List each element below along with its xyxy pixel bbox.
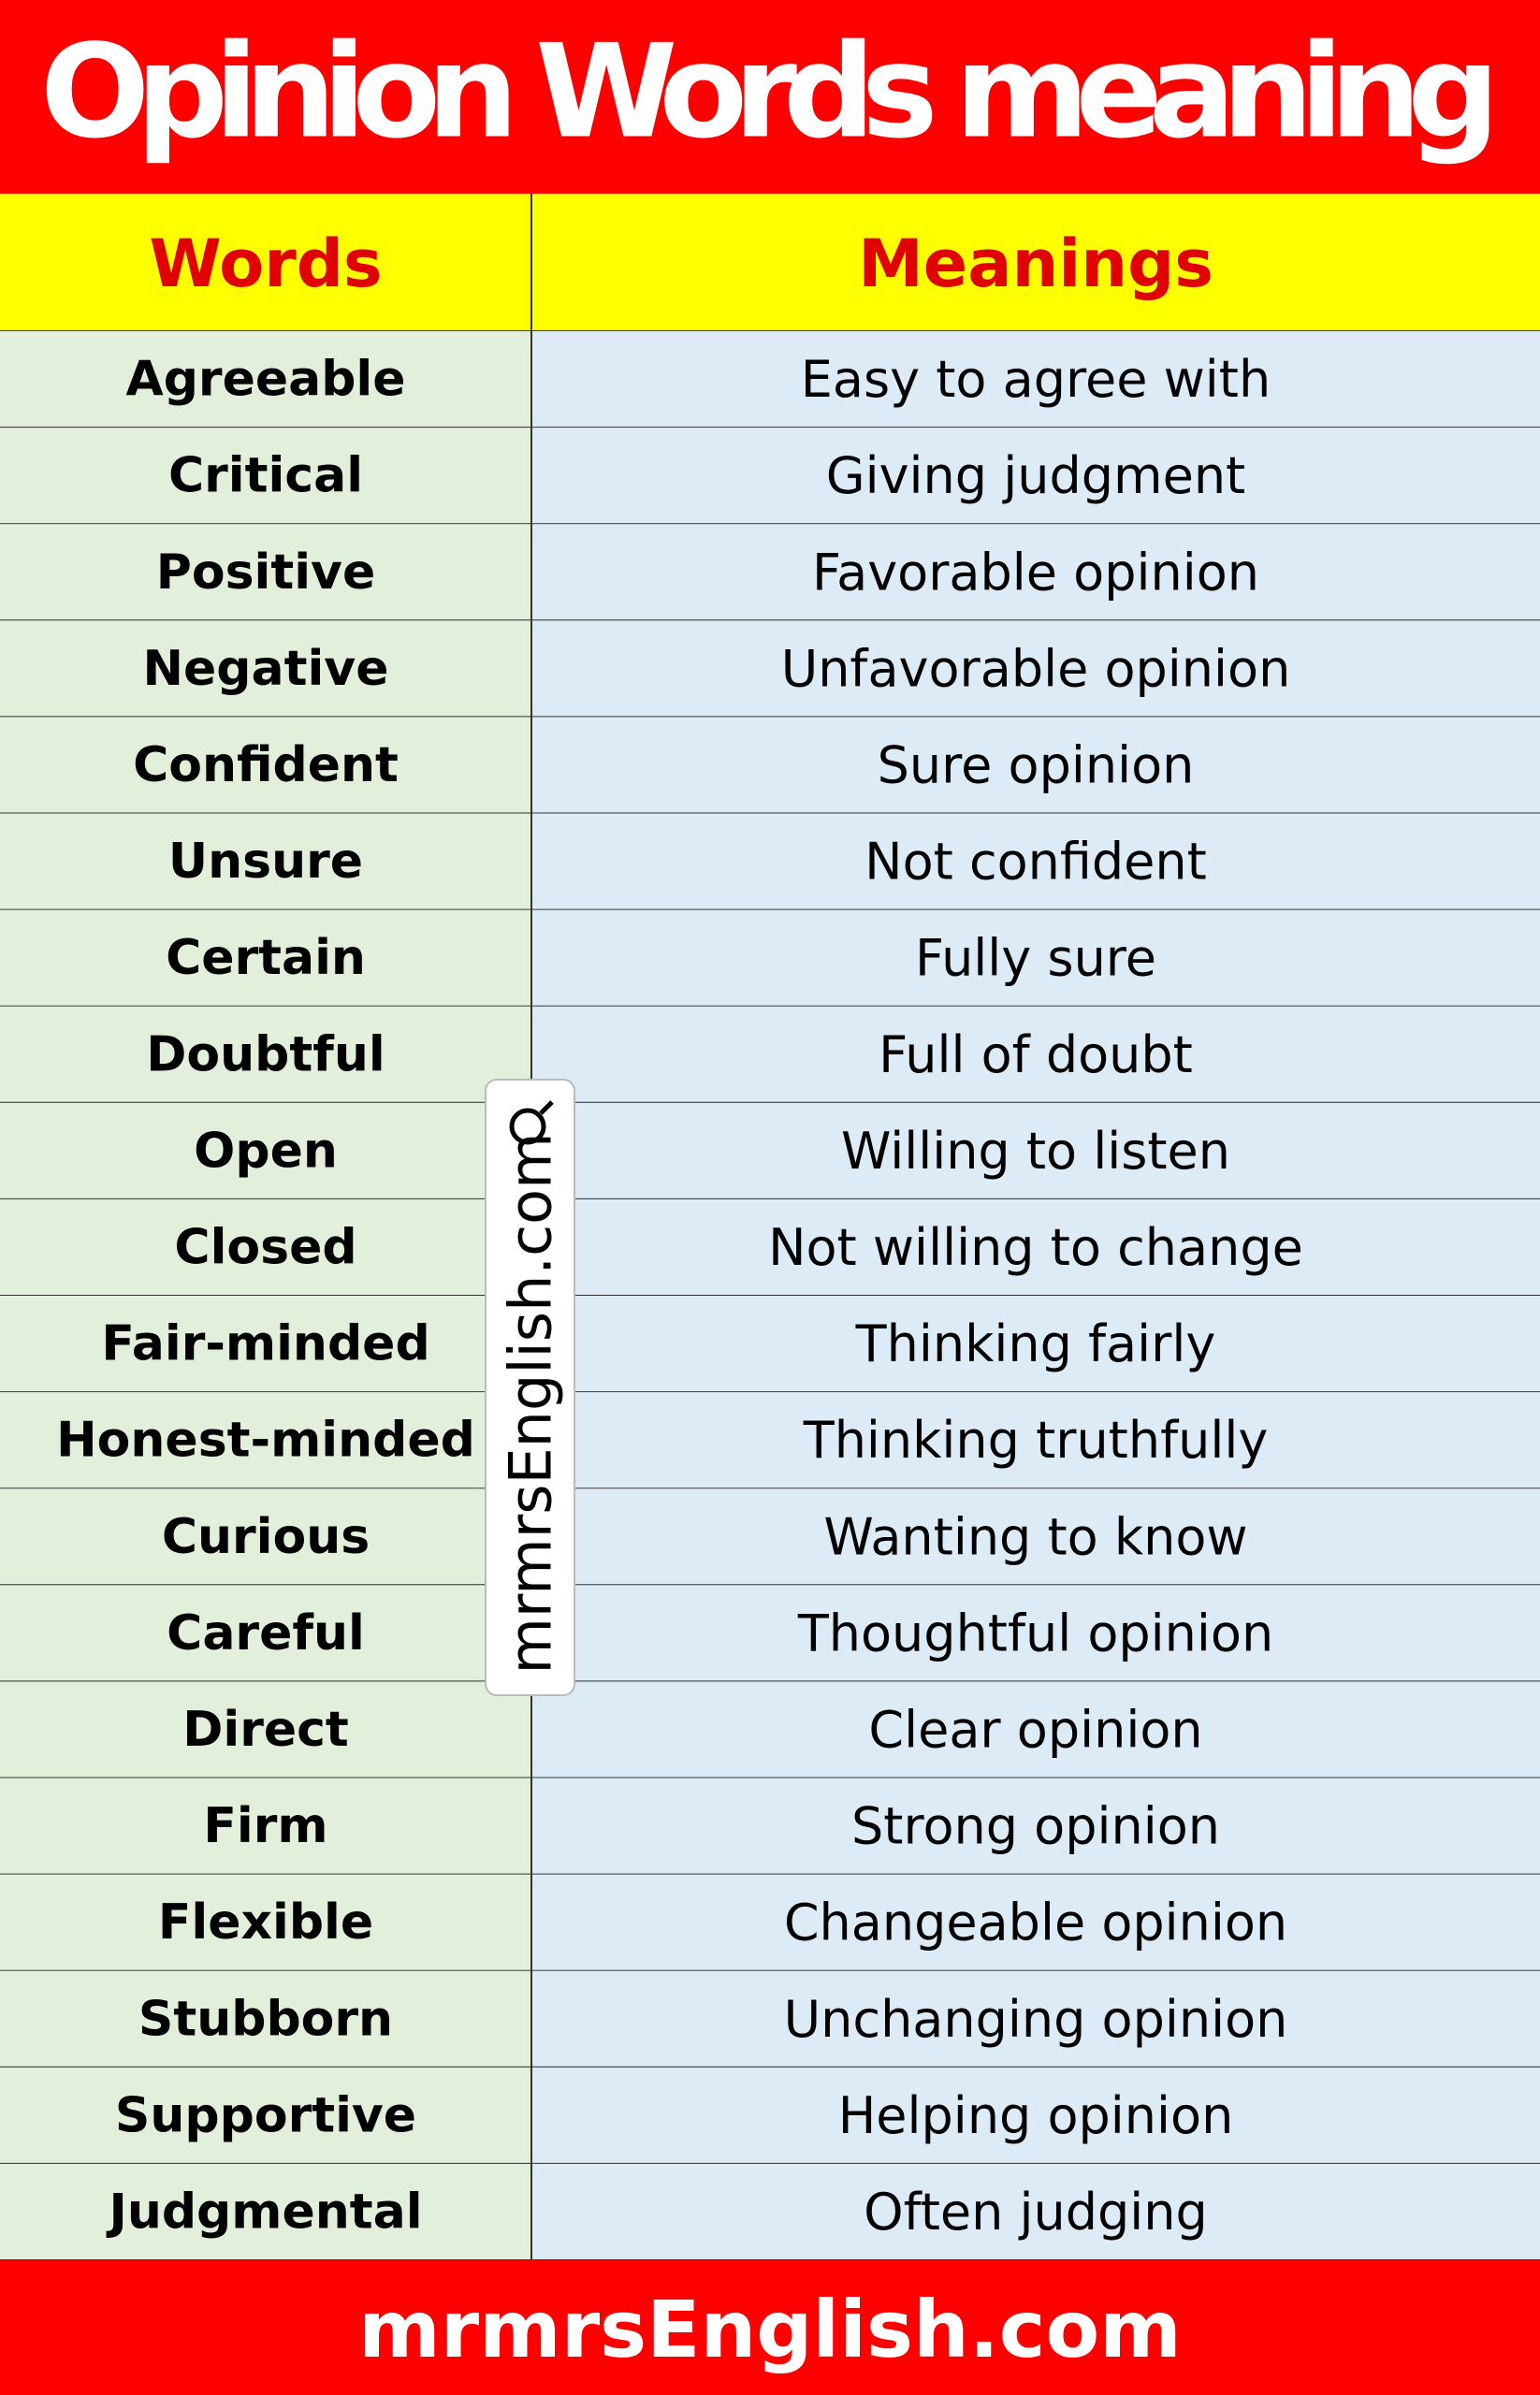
word: Certain xyxy=(166,930,366,986)
meaning: Unchanging opinion xyxy=(784,1990,1288,2049)
word-cell xyxy=(0,717,531,814)
column-header: Words xyxy=(149,225,382,302)
meaning: Easy to agree with xyxy=(801,350,1271,409)
meaning-cell xyxy=(531,524,1540,621)
meaning: Not willing to change xyxy=(768,1218,1303,1277)
footer: mrmrsEnglish.com xyxy=(358,2284,1182,2375)
header-row xyxy=(0,194,1540,331)
magnifier-icon xyxy=(539,1100,554,1115)
word-cell xyxy=(0,620,531,718)
word-cell xyxy=(0,428,531,525)
watermark: mrmrsEnglish.com xyxy=(497,1133,565,1675)
meaning: Full of doubt xyxy=(879,1025,1193,1084)
word-cell xyxy=(0,909,531,1007)
word: Open xyxy=(194,1123,338,1179)
footer-bar xyxy=(0,2260,1540,2395)
meaning-cell xyxy=(531,331,1540,428)
word-cell xyxy=(0,1681,531,1778)
word: Critical xyxy=(168,448,363,504)
meaning: Thinking truthfully xyxy=(803,1411,1269,1470)
meaning: Helping opinion xyxy=(838,2086,1234,2145)
word-cell xyxy=(0,1392,531,1489)
meaning-cell xyxy=(531,1102,1540,1199)
meaning: Strong opinion xyxy=(851,1797,1220,1856)
meaning: Not confident xyxy=(864,833,1207,892)
word-cell xyxy=(0,1585,531,1682)
word-cell xyxy=(0,331,531,428)
magnifier-icon xyxy=(509,1108,546,1145)
meaning-cell xyxy=(531,1296,1540,1393)
meaning-cell xyxy=(531,2163,1540,2260)
word: Fair-minded xyxy=(101,1316,429,1372)
meaning: Wanting to know xyxy=(823,1507,1247,1566)
meaning: Giving judgment xyxy=(826,446,1245,505)
word-cell xyxy=(0,1198,531,1296)
meaning-cell xyxy=(531,1874,1540,1971)
word-cell xyxy=(0,1102,531,1199)
word-cell xyxy=(0,1488,531,1586)
meaning: Favorable opinion xyxy=(812,543,1259,602)
meaning-cell xyxy=(531,813,1540,910)
meaning-cell xyxy=(531,1970,1540,2068)
word: Careful xyxy=(167,1605,365,1662)
meaning-cell xyxy=(531,1006,1540,1103)
word-cell xyxy=(0,1874,531,1971)
meaning: Thinking fairly xyxy=(855,1314,1216,1373)
word-cell xyxy=(0,2067,531,2164)
watermark-box: mrmrsEnglish.com xyxy=(485,1079,575,1696)
title-bar xyxy=(0,0,1540,194)
word: Closed xyxy=(174,1219,356,1275)
table-body: Agreeable Easy to agree with Critical Givin… xyxy=(0,331,1540,2261)
word: Direct xyxy=(182,1702,349,1758)
meaning: Thoughtful opinion xyxy=(797,1604,1273,1662)
word: Unsure xyxy=(168,834,363,890)
watermark-bg xyxy=(485,1079,575,1696)
word: Judgmental xyxy=(106,2184,422,2240)
meaning: Often judging xyxy=(864,2183,1208,2242)
meaning-cell xyxy=(531,428,1540,525)
meaning-cell xyxy=(531,1681,1540,1778)
meaning: Changeable opinion xyxy=(784,1894,1287,1952)
meaning-cell xyxy=(531,620,1540,718)
word: Agreeable xyxy=(125,352,405,408)
word-cell xyxy=(0,2163,531,2260)
word: Flexible xyxy=(158,1894,373,1951)
meaning: Unfavorable opinion xyxy=(781,639,1291,698)
meaning-cell xyxy=(531,1392,1540,1489)
word-cell xyxy=(0,1006,531,1103)
meaning: Fully sure xyxy=(915,929,1156,988)
title: Opinion Words meaning xyxy=(40,17,1500,167)
word: Supportive xyxy=(115,2087,416,2143)
meaning-cell xyxy=(531,717,1540,814)
meaning-cell xyxy=(531,1778,1540,1875)
word-cell xyxy=(0,1970,531,2068)
word: Confident xyxy=(133,737,399,793)
word: Honest-minded xyxy=(56,1413,475,1469)
meaning: Clear opinion xyxy=(868,1700,1202,1759)
word: Doubtful xyxy=(146,1026,385,1082)
meaning-cell xyxy=(531,909,1540,1007)
word: Negative xyxy=(143,641,389,697)
meaning: Willing to listen xyxy=(841,1122,1230,1181)
meaning-cell xyxy=(531,2067,1540,2164)
word: Positive xyxy=(156,544,375,601)
word-cell xyxy=(0,813,531,910)
meaning: Sure opinion xyxy=(878,735,1195,794)
word: Curious xyxy=(162,1509,370,1565)
word-cell xyxy=(0,1296,531,1393)
word: Firm xyxy=(203,1798,327,1854)
word: Stubborn xyxy=(138,1991,393,2047)
word-cell xyxy=(0,1778,531,1875)
word-cell xyxy=(0,524,531,621)
meaning-cell xyxy=(531,1488,1540,1586)
column-header: Meanings xyxy=(858,225,1213,302)
meaning-cell xyxy=(531,1198,1540,1296)
meaning-cell xyxy=(531,1585,1540,1682)
